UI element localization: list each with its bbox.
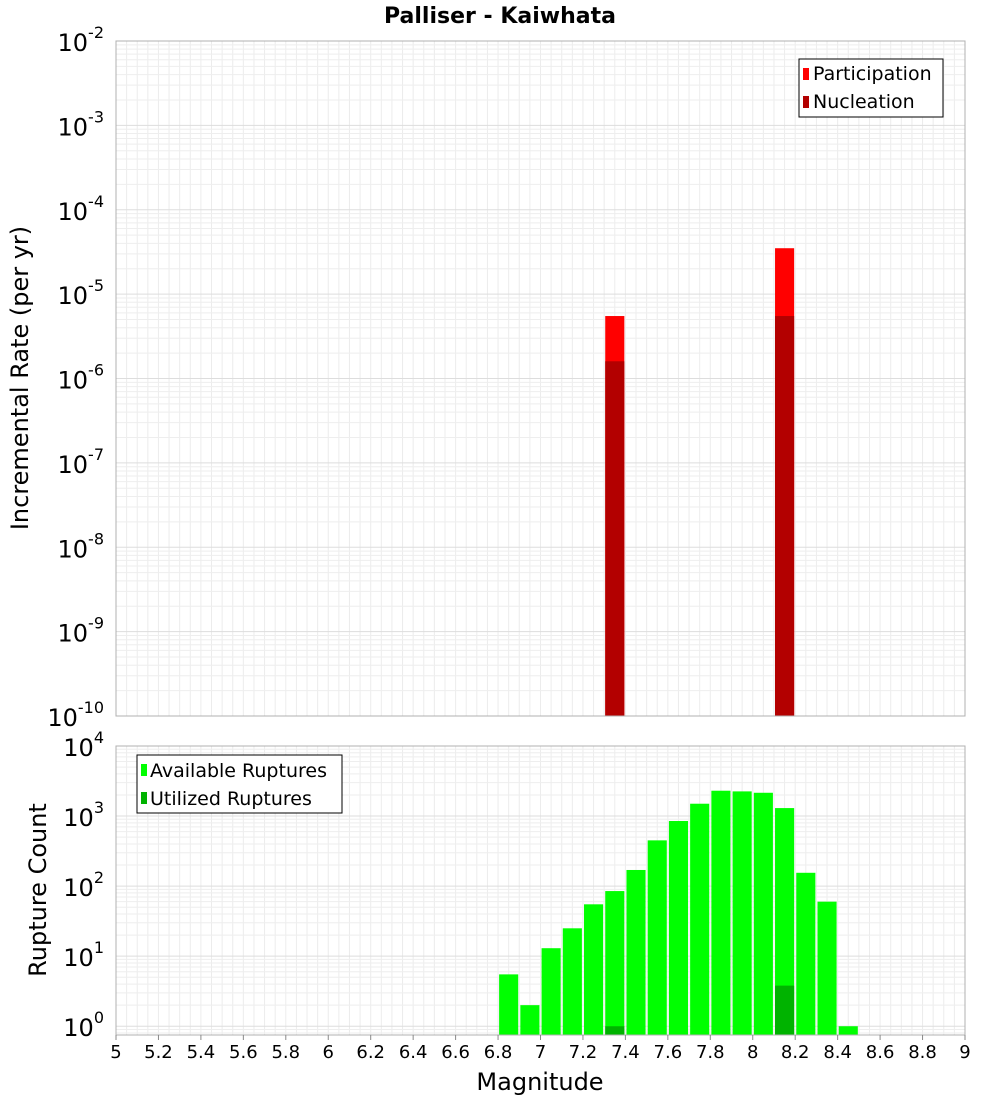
top-legend: Participation Nucleation (798, 58, 944, 118)
top-y-axis-label: Incremental Rate (per yr) (6, 226, 34, 530)
y-tick-label: 10-5 (58, 276, 105, 310)
x-tick-label: 6.6 (441, 1042, 470, 1063)
bar-utilized-ruptures (605, 1026, 625, 1035)
x-tick-label: 7 (535, 1042, 546, 1063)
y-tick-label: 10-3 (58, 107, 105, 141)
chart-title: Palliser - Kaiwhata (384, 4, 616, 29)
x-axis-label: Magnitude (476, 1068, 603, 1096)
bar-available-ruptures (817, 901, 837, 1035)
y-tick-label: 101 (63, 938, 104, 972)
top-plot-border (115, 40, 966, 717)
y-tick-label: 10-7 (58, 445, 105, 479)
x-tick-label: 7.8 (696, 1042, 725, 1063)
legend-label-utilized-ruptures: Utilized Ruptures (150, 788, 312, 810)
bar-available-ruptures (605, 891, 625, 1035)
x-tick-label: 6 (323, 1042, 334, 1063)
bar-available-ruptures (796, 872, 816, 1035)
bar-available-ruptures (690, 803, 710, 1035)
y-tick-label: 100 (63, 1008, 104, 1042)
y-tick-label: 10-4 (58, 192, 105, 226)
bar-available-ruptures (732, 791, 752, 1035)
x-tick-label: 6.8 (484, 1042, 513, 1063)
top-y-tick-labels: 10-10 10-9 10-8 10-7 10-6 10-5 10-4 10-3 10-2 (47, 23, 104, 732)
x-tick-label: 5.6 (229, 1042, 258, 1063)
x-tick-label: 6.2 (356, 1042, 385, 1063)
x-tick-labels: 5 5.2 5.4 5.6 5.8 6 6.2 6.4 6.6 6.8 7 7.2 7.4 7.6 7.8 8… (110, 1035, 971, 1063)
y-tick-label: 10-9 (58, 614, 105, 648)
bottom-legend: Available Ruptures Utilized Ruptures (136, 754, 343, 814)
top-plot-area (115, 40, 966, 717)
bar-available-ruptures (647, 840, 667, 1035)
x-tick-label: 9 (959, 1042, 970, 1063)
bottom-bars (499, 790, 858, 1035)
x-tick-label: 8.2 (781, 1042, 810, 1063)
y-tick-label: 10-2 (58, 23, 105, 57)
x-tick-label: 7.4 (611, 1042, 640, 1063)
bar-available-ruptures (753, 792, 773, 1035)
y-tick-label: 104 (63, 728, 104, 762)
bar-available-ruptures (499, 974, 519, 1035)
top-bars (605, 248, 795, 717)
x-tick-label: 8.4 (823, 1042, 852, 1063)
legend-swatch-utilized-ruptures (141, 792, 147, 804)
y-tick-label: 10-6 (58, 361, 105, 395)
bar-available-ruptures (626, 869, 646, 1035)
x-tick-label: 7.6 (654, 1042, 683, 1063)
y-tick-label: 102 (63, 868, 104, 902)
bar-nucleation (775, 316, 795, 716)
bar-available-ruptures (711, 790, 731, 1035)
x-tick-label: 5.4 (187, 1042, 216, 1063)
legend-label-participation: Participation (813, 63, 932, 85)
x-tick-label: 8.8 (908, 1042, 937, 1063)
bar-available-ruptures (775, 808, 795, 1035)
x-tick-label: 6.4 (399, 1042, 428, 1063)
top-legend-box (798, 58, 944, 118)
y-tick-label: 103 (63, 798, 104, 832)
bar-available-ruptures (838, 1026, 858, 1035)
x-tick-label: 5.8 (271, 1042, 300, 1063)
legend-label-available-ruptures: Available Ruptures (150, 760, 327, 782)
bar-utilized-ruptures (775, 985, 795, 1035)
bar-available-ruptures (562, 928, 582, 1035)
y-tick-label: 10-8 (58, 529, 105, 563)
x-tick-label: 7.2 (569, 1042, 598, 1063)
x-tick-label: 5 (110, 1042, 121, 1063)
bar-available-ruptures (584, 904, 604, 1035)
bottom-y-axis-label: Rupture Count (24, 803, 52, 977)
bar-available-ruptures (541, 948, 561, 1035)
bar-available-ruptures (668, 821, 689, 1035)
bottom-plot-area (115, 745, 966, 1036)
y-tick-label: 10-10 (47, 698, 104, 732)
x-tick-label: 8.6 (866, 1042, 895, 1063)
x-tick-label: 8 (747, 1042, 758, 1063)
bar-available-ruptures (520, 1005, 540, 1035)
bottom-legend-box (136, 754, 343, 814)
legend-swatch-participation (803, 68, 809, 80)
top-grid (115, 40, 966, 717)
legend-label-nucleation: Nucleation (813, 91, 915, 113)
x-tick-label: 5.2 (144, 1042, 173, 1063)
legend-swatch-available-ruptures (141, 764, 147, 776)
legend-swatch-nucleation (803, 96, 809, 108)
bar-nucleation (605, 361, 625, 716)
bottom-y-tick-labels: 100 101 102 103 104 (63, 728, 104, 1042)
